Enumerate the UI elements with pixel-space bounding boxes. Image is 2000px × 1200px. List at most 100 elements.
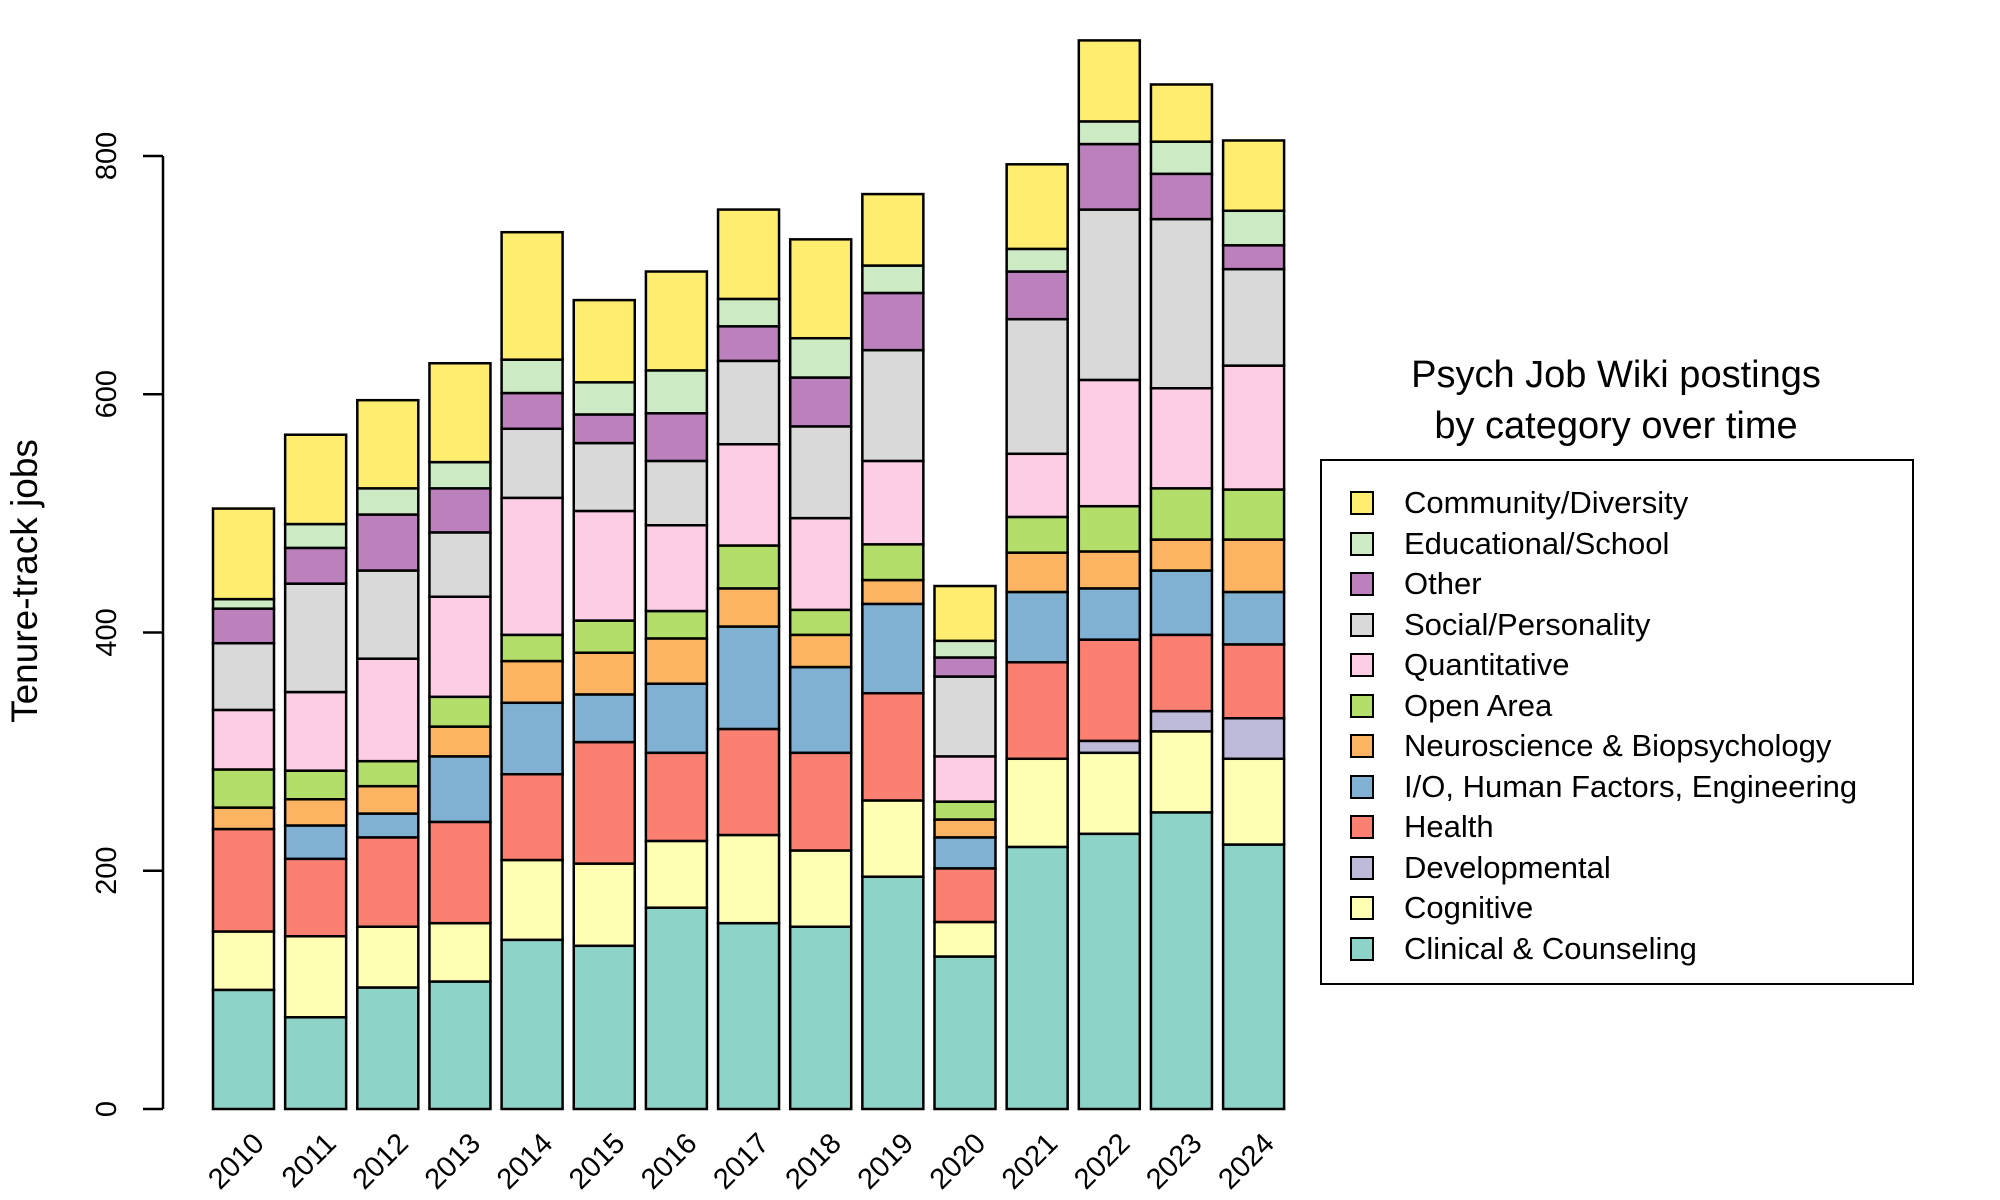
bar-segment [283, 824, 348, 861]
bar-segment [572, 298, 636, 384]
bar-stack-2022 [1077, 39, 1142, 1111]
legend-swatch [1350, 531, 1374, 556]
bar-segment [644, 524, 709, 613]
bar-segment [572, 862, 636, 948]
bar-segment [788, 665, 853, 755]
bar-segment [500, 633, 564, 663]
bar-segment [1077, 550, 1142, 590]
bar-segment [933, 675, 997, 758]
bar-segment [1005, 757, 1069, 849]
bar-segment [644, 459, 709, 527]
legend-label: Other [1404, 566, 1482, 601]
bar-segment [716, 544, 781, 590]
y-tick-label: 400 [91, 608, 123, 656]
bar-segment [1221, 139, 1286, 213]
legend-item: I/O, Human Factors, Engineering [1350, 767, 1857, 807]
bar-segment [788, 376, 853, 428]
y-tick-label: 600 [91, 370, 123, 418]
x-tick-label: 2022 [1068, 1127, 1136, 1195]
bar-segment [861, 875, 925, 1111]
bar-segment [716, 587, 781, 628]
legend-item: Open Area [1350, 686, 1552, 726]
bar-segment [356, 657, 420, 763]
bar-segment [500, 427, 564, 500]
bar-segment [788, 608, 853, 637]
legend-item: Neuroscience & Biopsychology [1350, 726, 1831, 766]
bar-segment [861, 192, 925, 267]
bar-segment [861, 291, 925, 352]
x-axis-labels: 2010 2011 2012 2013 2014 2015 2016 2017 2018 2019… [202, 1127, 1280, 1195]
bar-segment [861, 459, 925, 546]
bar-stack-2020 [933, 584, 997, 1111]
legend-item: Social/Personality [1350, 605, 1650, 645]
bar-segment [211, 988, 276, 1111]
x-tick-label: 2011 [276, 1127, 343, 1194]
bar-stack-2024 [1221, 139, 1286, 1111]
bar-segment [1077, 638, 1142, 743]
bar-segment [572, 693, 636, 744]
legend-item: Quantitative [1350, 645, 1569, 685]
bar-segment [211, 827, 276, 933]
bar-segment [500, 358, 564, 395]
bar-segment [572, 619, 636, 654]
bar-segment [1077, 751, 1142, 836]
legend-item: Clinical & Counseling [1350, 929, 1697, 969]
bar-segment [861, 578, 925, 606]
bar-segment [500, 858, 564, 942]
bar-stack-2018 [788, 238, 853, 1111]
bar-segment [283, 690, 348, 772]
bar-segment [1221, 843, 1286, 1111]
bar-segment [933, 584, 997, 643]
bar-segment [356, 784, 420, 815]
bar-segment [356, 513, 420, 572]
bar-segment [283, 522, 348, 550]
legend-title-line-1: Psych Job Wiki postings [1411, 354, 1821, 396]
bar-stack-2013 [428, 361, 492, 1111]
bar-segment [861, 543, 925, 582]
x-tick-label: 2020 [924, 1127, 992, 1195]
bar-segment [428, 980, 492, 1111]
bar-segment [1005, 590, 1069, 664]
bar-segment [933, 955, 997, 1111]
bar-segment [716, 921, 781, 1111]
x-tick-label: 2012 [347, 1127, 415, 1195]
legend-swatch [1350, 734, 1374, 758]
bar-segment [1221, 757, 1286, 846]
bar-segment [428, 361, 492, 464]
legend-label: Health [1404, 809, 1494, 844]
bar-segment [861, 348, 925, 463]
bar-segment [1077, 208, 1142, 382]
bar-segment [1221, 244, 1286, 271]
bar-segment [500, 659, 564, 705]
bar-segment [283, 1016, 348, 1111]
legend-item: Other [1350, 564, 1482, 604]
bar-segment [211, 507, 276, 601]
x-tick-label: 2018 [780, 1127, 848, 1195]
x-tick-label: 2010 [202, 1127, 270, 1195]
bar-segment [500, 391, 564, 431]
bar-segment [1149, 217, 1214, 390]
bar-segment [644, 609, 709, 640]
x-tick-label: 2021 [996, 1127, 1064, 1195]
bar-segment [1149, 709, 1214, 733]
bar-segment [933, 867, 997, 924]
bar-segment [1005, 452, 1069, 519]
bar-segment [716, 325, 781, 363]
bar-segment [572, 740, 636, 865]
bar-segment [644, 682, 709, 755]
bar-segment [356, 986, 420, 1111]
bar-segment [500, 230, 564, 361]
x-tick-label: 2016 [635, 1127, 703, 1195]
bar-segment [1149, 538, 1214, 572]
y-axis: 0 200 400 600 800 [91, 132, 165, 1117]
x-tick-label: 2019 [852, 1127, 920, 1195]
bar-segment [716, 833, 781, 925]
bar-segment [428, 695, 492, 728]
legend-label: Neuroscience & Biopsychology [1404, 728, 1832, 763]
bar-segment [283, 935, 348, 1019]
bar-segment [861, 799, 925, 878]
bar-segment [1221, 488, 1286, 541]
bar-segment [788, 516, 853, 612]
bar-segment [933, 836, 997, 870]
bar-segment [1077, 120, 1142, 146]
